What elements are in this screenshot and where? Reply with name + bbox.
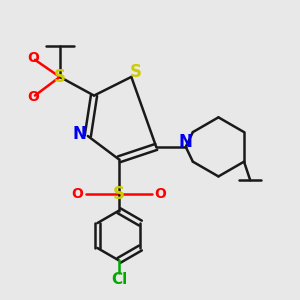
Text: Cl: Cl: [111, 272, 127, 287]
Text: N: N: [72, 124, 86, 142]
Text: O: O: [154, 187, 166, 200]
Text: S: S: [130, 63, 142, 81]
Text: O: O: [27, 90, 39, 104]
Text: N: N: [179, 133, 193, 151]
Text: O: O: [27, 51, 39, 65]
Text: S: S: [113, 184, 125, 202]
Text: S: S: [54, 68, 66, 86]
Text: O: O: [72, 187, 83, 200]
